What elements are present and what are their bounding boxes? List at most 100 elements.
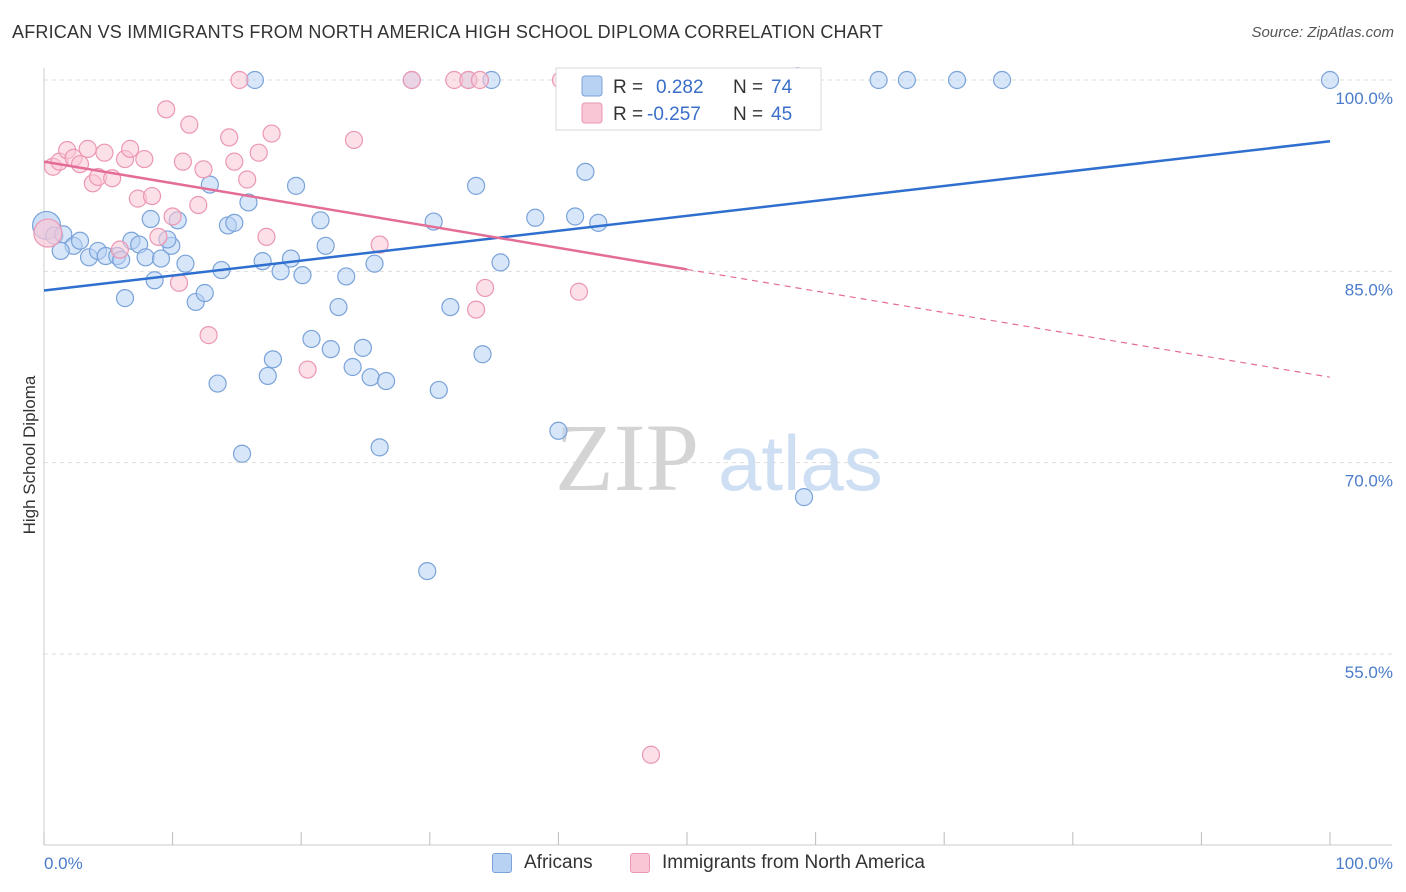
y-axis-title: High School Diploma [20,375,39,534]
data-point [526,208,545,227]
data-point [245,70,265,90]
data-point [641,745,661,764]
data-point [897,70,917,90]
legend-n-label-2: N = [733,104,763,125]
data-point [199,326,218,345]
legend-item-immigrants: Immigrants from North America [630,852,925,874]
watermark: ZIP atlas [555,404,883,511]
data-point [151,249,171,268]
legend-swatch-immigrants [581,102,603,124]
data-point [136,248,155,267]
legend-r-label-1: R = [613,77,643,98]
x-tick-label: 100.0% [1335,854,1393,873]
data-point [353,338,373,357]
data-point [70,155,90,174]
data-point [549,421,568,440]
data-point [344,130,364,150]
legend-swatch-blue [492,853,512,873]
trend-line-immigrants [43,160,688,271]
data-point [149,227,168,246]
data-point [281,249,301,268]
legend-r-value-1: 0.282 [656,77,704,98]
x-tick-labels: 0.0% 100.0% [44,854,1393,873]
data-point [286,176,306,195]
data-point [794,488,814,507]
data-point [365,254,384,273]
data-point [302,329,321,349]
data-point [418,561,437,581]
data-point [230,70,249,90]
data-point [316,236,335,255]
y-tick-label: 55.0% [1345,663,1393,682]
data-point [78,139,97,158]
data-point [370,438,389,457]
data-point [232,444,252,463]
source-label: Source: ZipAtlas.com [1251,24,1394,41]
data-point [225,213,244,232]
data-point [51,241,70,261]
data-point [238,170,257,189]
data-point [470,70,490,90]
data-point [142,186,162,206]
data-point [361,368,380,387]
data-point [249,143,268,162]
data-point [195,283,214,303]
data-point [1320,70,1340,90]
data-point [180,115,199,134]
data-point [208,374,227,393]
data-point [257,227,276,246]
data-point [189,195,208,215]
trend-line-africans [43,139,1331,292]
legend-n-label-1: N = [733,77,763,98]
series-legend: Africans Immigrants from North America [0,852,1406,878]
trend-line-immigrants-extrapolated [686,268,1331,378]
data-point [473,345,492,364]
legend-swatch-pink [630,853,650,873]
data-point [566,207,585,226]
legend-item-africans: Africans [492,852,593,874]
y-tick-labels: 100.0% 85.0% 70.0% 55.0% [1335,89,1393,682]
legend-n-value-1: 74 [771,77,793,98]
gridlines [44,79,1392,655]
legend-n-value-2: 45 [771,104,792,125]
data-point [298,360,317,379]
axes [43,68,1392,846]
x-tick-label: 0.0% [44,854,83,873]
data-point [239,193,258,212]
stats-legend: R = 0.282 N = 74 R = -0.257 N = 45 [555,67,822,131]
data-point [466,300,486,319]
data-point [145,271,164,290]
data-point [33,218,63,248]
legend-r-value-2: -0.257 [647,104,701,125]
data-point [263,350,283,369]
data-point [402,70,421,90]
data-point [262,124,281,143]
data-point [376,371,396,391]
data-point [121,139,140,158]
legend-r-label-2: R = [613,104,643,125]
data-point [95,143,114,162]
data-point [293,266,312,285]
data-point [163,207,182,226]
data-point [576,162,595,181]
data-point [169,273,189,292]
data-point [441,297,460,317]
data-point [253,252,272,271]
y-tick-label: 70.0% [1345,472,1393,491]
data-point [589,213,608,232]
data-point [343,357,362,377]
data-point [220,128,239,147]
data-point [311,211,330,230]
data-point [157,100,176,119]
data-point [110,240,129,259]
data-point [329,297,348,317]
data-point [491,253,510,272]
data-point [194,160,213,179]
data-point [370,235,389,254]
legend-label-immigrants: Immigrants from North America [662,852,925,873]
data-point [475,278,495,298]
data-point [337,267,356,286]
data-point [70,231,90,250]
watermark-zip: ZIP [555,404,699,511]
